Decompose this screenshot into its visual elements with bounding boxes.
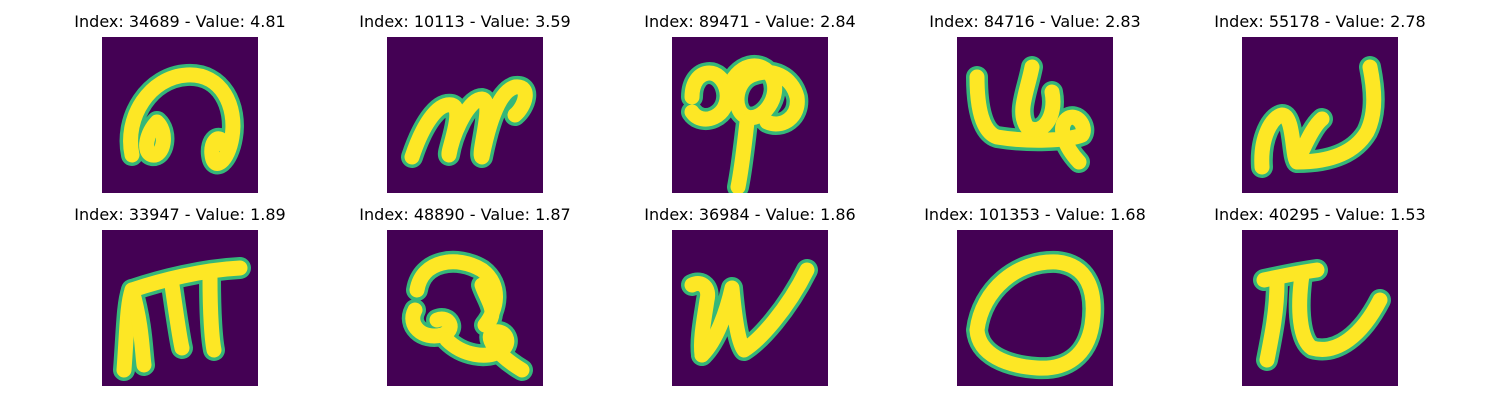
glyph-drawing bbox=[401, 76, 537, 168]
glyph-stroke bbox=[1259, 274, 1285, 368]
glyph-stroke bbox=[139, 114, 171, 163]
character-image bbox=[957, 37, 1113, 193]
glyph-stroke bbox=[202, 270, 222, 358]
panel-title: Index: 34689 - Value: 4.81 bbox=[74, 12, 286, 31]
character-image bbox=[387, 37, 543, 193]
glyph-stroke bbox=[684, 276, 716, 363]
glyph-drawing bbox=[681, 259, 818, 366]
glyph-stroke bbox=[1256, 262, 1325, 288]
panel-title: Index: 36984 - Value: 1.86 bbox=[644, 205, 856, 224]
glyph-stroke bbox=[1292, 267, 1388, 357]
glyph-drawing bbox=[113, 257, 251, 381]
glyph-drawing bbox=[119, 64, 244, 175]
glyph-drawing bbox=[966, 56, 1095, 173]
character-image bbox=[1242, 230, 1398, 386]
glyph-stroke bbox=[694, 262, 815, 363]
glyph-stroke bbox=[404, 79, 533, 165]
character-image bbox=[102, 37, 258, 193]
character-image bbox=[957, 230, 1113, 386]
character-image bbox=[672, 230, 828, 386]
panel-title: Index: 10113 - Value: 3.59 bbox=[359, 12, 571, 31]
glyph-stroke bbox=[124, 282, 152, 373]
character-image bbox=[1242, 37, 1398, 193]
panel-title: Index: 84716 - Value: 2.83 bbox=[929, 12, 1141, 31]
panel-title: Index: 48890 - Value: 1.87 bbox=[359, 205, 571, 224]
character-image bbox=[102, 230, 258, 386]
glyph-stroke bbox=[474, 277, 500, 330]
glyph-drawing bbox=[402, 250, 533, 381]
glyph-stroke bbox=[1015, 59, 1061, 137]
glyph-stroke bbox=[969, 254, 1101, 376]
panel-title: Index: 55178 - Value: 2.78 bbox=[1214, 12, 1426, 31]
glyph-drawing bbox=[681, 54, 809, 193]
panel-title: Index: 40295 - Value: 1.53 bbox=[1214, 205, 1426, 224]
glyph-drawing bbox=[966, 250, 1105, 380]
panel-title: Index: 33947 - Value: 1.89 bbox=[74, 205, 286, 224]
glyph-drawing bbox=[1250, 56, 1385, 178]
glyph-drawing bbox=[1253, 259, 1391, 371]
glyph-stroke bbox=[123, 67, 241, 171]
glyph-stroke bbox=[719, 58, 805, 132]
panel-title: Index: 89471 - Value: 2.84 bbox=[644, 12, 856, 31]
glyph-stroke bbox=[1289, 59, 1382, 170]
panel-title: Index: 101353 - Value: 1.68 bbox=[924, 205, 1146, 224]
glyph-stroke bbox=[439, 324, 530, 378]
glyph-stroke bbox=[1254, 107, 1330, 175]
glyph-stroke bbox=[164, 277, 190, 356]
character-image bbox=[387, 230, 543, 386]
glyph-stroke bbox=[730, 114, 755, 193]
character-image bbox=[672, 37, 828, 193]
glyph-stroke bbox=[969, 69, 1091, 170]
